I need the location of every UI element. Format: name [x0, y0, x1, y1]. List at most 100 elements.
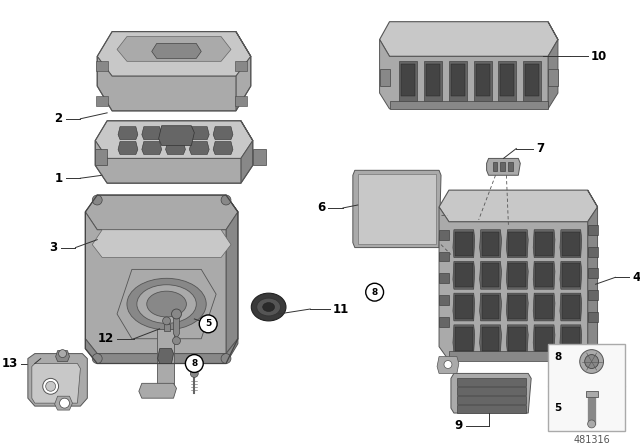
Polygon shape: [588, 312, 598, 322]
Polygon shape: [166, 127, 186, 140]
Polygon shape: [118, 127, 138, 140]
Polygon shape: [353, 170, 441, 248]
Polygon shape: [95, 141, 241, 183]
Polygon shape: [92, 230, 231, 258]
Bar: [455, 263, 473, 287]
Bar: [562, 232, 580, 255]
Circle shape: [186, 355, 204, 372]
Bar: [493, 162, 497, 171]
Polygon shape: [439, 207, 588, 361]
Circle shape: [43, 379, 59, 394]
Circle shape: [92, 353, 102, 363]
Polygon shape: [506, 230, 528, 258]
Polygon shape: [453, 262, 475, 289]
Polygon shape: [253, 148, 266, 165]
Polygon shape: [235, 61, 247, 71]
Polygon shape: [506, 262, 528, 289]
Polygon shape: [449, 351, 588, 361]
Polygon shape: [560, 325, 582, 353]
Polygon shape: [236, 32, 251, 111]
Polygon shape: [241, 121, 253, 183]
Bar: [508, 232, 526, 255]
Bar: [451, 65, 465, 96]
Ellipse shape: [252, 293, 286, 321]
Polygon shape: [97, 32, 251, 76]
Circle shape: [173, 337, 180, 345]
Text: 11: 11: [333, 302, 349, 315]
Polygon shape: [453, 230, 475, 258]
Bar: [562, 295, 580, 319]
Polygon shape: [588, 246, 598, 257]
Polygon shape: [533, 293, 555, 321]
Polygon shape: [524, 61, 541, 101]
Polygon shape: [506, 293, 528, 321]
Polygon shape: [439, 295, 449, 305]
Polygon shape: [457, 396, 526, 404]
Polygon shape: [533, 325, 555, 353]
Polygon shape: [213, 127, 233, 140]
Polygon shape: [142, 127, 162, 140]
Ellipse shape: [257, 298, 280, 316]
Bar: [401, 65, 415, 96]
Bar: [548, 344, 625, 431]
Polygon shape: [439, 317, 449, 327]
Polygon shape: [424, 61, 442, 101]
Polygon shape: [96, 96, 108, 106]
Polygon shape: [157, 329, 173, 388]
Circle shape: [92, 195, 102, 205]
Polygon shape: [457, 379, 526, 386]
Bar: [535, 327, 553, 351]
Polygon shape: [235, 96, 247, 106]
Ellipse shape: [137, 285, 196, 323]
Bar: [476, 65, 490, 96]
Polygon shape: [560, 293, 582, 321]
Polygon shape: [439, 273, 449, 283]
Bar: [482, 327, 499, 351]
Polygon shape: [213, 142, 233, 155]
Circle shape: [163, 317, 170, 325]
Polygon shape: [226, 195, 238, 353]
Bar: [426, 65, 440, 96]
Text: 7: 7: [536, 142, 544, 155]
Text: 5: 5: [205, 319, 211, 328]
Polygon shape: [97, 56, 236, 111]
Polygon shape: [439, 230, 449, 240]
Polygon shape: [85, 212, 226, 353]
Bar: [525, 65, 539, 96]
Polygon shape: [380, 39, 548, 109]
Polygon shape: [560, 230, 582, 258]
Text: 8: 8: [371, 288, 378, 297]
Polygon shape: [439, 251, 449, 262]
Circle shape: [585, 355, 598, 368]
Polygon shape: [142, 142, 162, 155]
Polygon shape: [437, 357, 459, 374]
Text: 8: 8: [554, 352, 561, 362]
Bar: [535, 295, 553, 319]
Polygon shape: [173, 317, 179, 339]
Circle shape: [59, 349, 67, 358]
Polygon shape: [499, 61, 516, 101]
Bar: [562, 327, 580, 351]
Circle shape: [60, 398, 70, 408]
Bar: [482, 295, 499, 319]
Polygon shape: [506, 325, 528, 353]
Polygon shape: [588, 268, 598, 278]
Circle shape: [580, 349, 604, 374]
Circle shape: [365, 283, 383, 301]
Bar: [508, 162, 513, 171]
Ellipse shape: [262, 302, 275, 311]
Circle shape: [199, 315, 217, 333]
Text: 4: 4: [632, 271, 640, 284]
Bar: [535, 232, 553, 255]
Polygon shape: [380, 69, 390, 86]
Bar: [455, 232, 473, 255]
Polygon shape: [479, 293, 502, 321]
Circle shape: [221, 195, 231, 205]
Polygon shape: [159, 126, 195, 146]
Circle shape: [190, 370, 198, 377]
Polygon shape: [533, 262, 555, 289]
Polygon shape: [588, 290, 598, 300]
Bar: [508, 263, 526, 287]
Polygon shape: [479, 325, 502, 353]
Circle shape: [172, 309, 182, 319]
